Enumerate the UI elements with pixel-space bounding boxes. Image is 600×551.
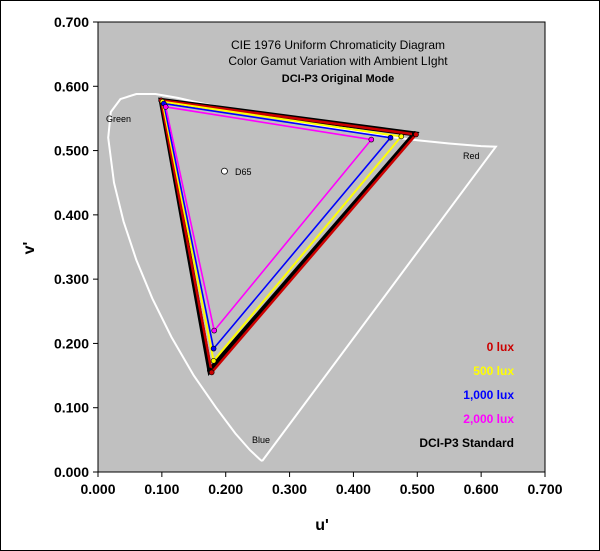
series-500-lux-point-0: [398, 133, 405, 140]
legend-label-1-000-lux: 1,000 lux: [463, 388, 514, 402]
blue-region-label: Blue: [252, 435, 270, 445]
axis-layer: 0.000 0.100 0.200 0.300 0.400 0.500 0.600 0.700…: [54, 14, 563, 497]
x-tick-label: 0.400: [336, 481, 371, 497]
series-500-lux-point-2: [210, 357, 217, 364]
red-region-label: Red: [463, 151, 480, 161]
mode-label: DCI-P3 Original Mode: [282, 73, 394, 85]
legend-label-2-000-lux: 2,000 lux: [463, 412, 514, 426]
plot-area: [97, 21, 546, 473]
series-0-lux-point-0: [413, 131, 419, 138]
legend-label-500-lux: 500 lux: [473, 364, 514, 378]
series-0-lux-triangle: [159, 98, 419, 376]
series-500-lux-triangle: [161, 100, 404, 364]
y-tick-label: 0.200: [54, 335, 89, 351]
spectrum-locus-layer: [107, 93, 498, 462]
x-tick-label: 0.000: [80, 481, 115, 497]
series-1-000-lux-point-0: [387, 134, 394, 141]
y-tick-label: 0.700: [54, 14, 89, 30]
x-tick-label: 0.200: [208, 481, 243, 497]
y-tick-label: 0.400: [54, 207, 89, 223]
y-tick-label: 0.500: [54, 143, 89, 159]
x-tick-label: 0.600: [464, 481, 499, 497]
spectrum-locus-line: [107, 93, 498, 462]
series-1-000-lux-point-2: [210, 345, 217, 352]
chart-title: CIE 1976 Uniform Chromaticity Diagram: [231, 38, 445, 52]
chart-subtitle: Color Gamut Variation with Ambient LIght: [228, 54, 448, 68]
y-tick-label: 0.600: [54, 78, 89, 94]
series-2-000-lux-triangle: [164, 105, 373, 333]
series-2-000-lux-point-2: [211, 327, 217, 334]
label-layer: CIE 1976 Uniform Chromaticity Diagram Co…: [21, 38, 480, 534]
y-tick-label: 0.300: [54, 271, 89, 287]
legend: 0 lux 500 lux 1,000 lux 2,000 lux DCI-P3 Sta…: [419, 340, 514, 450]
green-region-label: Green: [106, 114, 131, 124]
x-tick-label: 0.700: [527, 481, 562, 497]
y-axis-title: v': [21, 242, 38, 255]
legend-label-dci-p3-standard: DCI-P3 Standard: [419, 436, 514, 450]
series-2-000-lux-point-1: [162, 104, 169, 110]
series-layer: [158, 97, 420, 376]
x-tick-label: 0.500: [400, 481, 435, 497]
legend-label-0-lux: 0 lux: [487, 340, 515, 354]
series-2-000-lux-point-0: [368, 136, 375, 143]
x-axis-title: u': [315, 517, 329, 534]
y-tick-label: 0.000: [54, 464, 89, 480]
white-point-marker: [221, 167, 228, 175]
series-1-000-lux-triangle: [162, 102, 393, 351]
x-tick-label: 0.300: [272, 481, 307, 497]
y-tick-label: 0.100: [54, 400, 89, 416]
white-point-label: D65: [235, 167, 252, 177]
series-0-lux-point-2: [208, 369, 215, 376]
x-tick-label: 0.100: [144, 481, 179, 497]
